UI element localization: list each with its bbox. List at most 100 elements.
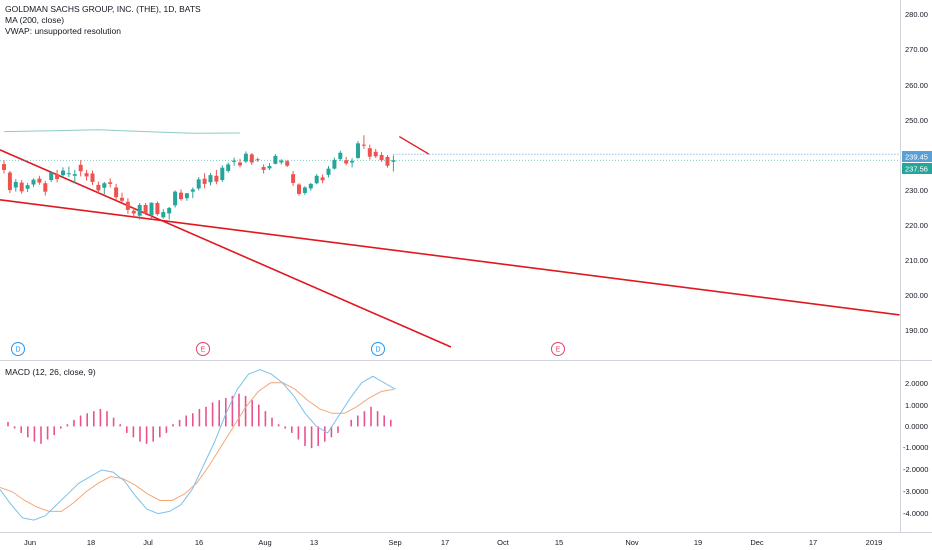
candle-body [279,160,284,163]
candle-body [13,181,18,188]
candle-body [49,172,54,180]
dividend-marker-circle [371,342,385,356]
candle-body [19,182,24,192]
time-axis[interactable]: Jun 18 Jul 16 Aug 13 Sep 17 Oct 15 Nov 1… [24,538,882,547]
macd-layer [0,369,396,521]
price-axis[interactable]: 280.00 270.00 260.00 250.00 230.00 220.0… [905,10,928,335]
candle-up [232,157,237,166]
dividend-marker[interactable]: D [371,342,385,356]
earnings-marker[interactable]: E [551,342,565,356]
candle-down [255,157,260,162]
candle-up [25,182,30,192]
earnings-marker-label: E [556,347,561,354]
candle-body [385,156,390,166]
macd-axis[interactable]: 2.0000 1.0000 0.0000 -1.0000 -2.0000 -3.… [903,379,928,518]
candle-body [338,152,343,159]
ma200-line [3,129,241,134]
candle-body [25,185,30,189]
candle-body [55,174,60,180]
candle-body [114,187,119,198]
candle-body [179,192,183,200]
candle-body [261,167,266,170]
candle-body [302,187,307,193]
trendline [398,135,430,155]
last-price-tag: 239.45 [905,153,928,162]
candle-up [196,177,201,191]
candle-body [367,148,372,157]
time-label: Aug [258,538,271,547]
trendline [0,198,900,316]
vwap-indicator-label[interactable]: VWAP: unsupported resolution [5,26,121,36]
macd-tick: 1.0000 [905,401,928,410]
candle-layer [2,135,396,220]
candle-up [226,162,231,173]
candle-body [161,212,166,218]
time-label: 16 [195,538,203,547]
price-line-layer [0,153,900,161]
dividend-marker[interactable]: D [11,342,25,356]
candle-up [243,151,248,164]
time-label: Sep [388,538,401,547]
candle-up [161,209,166,219]
ma200-layer [3,129,241,134]
candle-up [350,158,355,168]
trendline-layer[interactable] [0,135,900,348]
candle-up [49,170,54,182]
candle-body [361,144,366,146]
candle-body [102,183,107,188]
candle-body [350,160,355,163]
close-price-tag: 237.56 [905,165,928,174]
macd-tick: 2.0000 [905,379,928,388]
candle-body [267,166,272,169]
candle-down [43,180,48,196]
ma-indicator-label[interactable]: MA (200, close) [5,15,65,25]
candle-down [114,183,119,201]
candle-up [137,203,142,220]
macd-signal-line [0,382,394,512]
symbol-title[interactable]: GOLDMAN SACHS GROUP, INC. (THE), 1D, BAT… [5,4,201,14]
candle-body [379,155,384,161]
candle-down [78,160,83,177]
candle-down [297,183,301,196]
candle-body [214,175,219,182]
time-label: Jun [24,538,36,547]
earnings-marker[interactable]: E [196,342,210,356]
candle-body [108,182,113,184]
candle-body [332,159,337,169]
candle-body [255,159,260,161]
event-markers[interactable]: D E D E [11,342,565,356]
candle-body [232,160,237,162]
candle-up [332,157,337,170]
candle-body [167,207,172,214]
candle-down [344,156,349,166]
candle-up [338,150,343,161]
candle-down [96,181,101,193]
candle-down [37,175,42,185]
candle-up [220,165,225,182]
candle-body [90,173,95,182]
macd-indicator-label[interactable]: MACD (12, 26, close, 9) [5,367,96,377]
candle-body [249,154,254,163]
candle-down [155,201,160,216]
earnings-marker-circle [551,342,565,356]
price-tick: 260.00 [905,81,928,90]
candle-body [285,161,290,166]
candle-body [125,201,130,210]
time-label: 18 [87,538,95,547]
price-tick: 270.00 [905,45,928,54]
candle-down [202,173,207,189]
candle-up [149,202,154,219]
candle-up [302,186,307,195]
candle-down [90,170,95,185]
time-label: 15 [555,538,563,547]
candle-body [391,160,396,162]
candle-body [78,164,83,172]
candle-body [326,168,331,175]
close-price-tag-bg [902,163,932,174]
candle-body [202,178,207,184]
candle-up [267,163,272,170]
candle-down [179,189,183,201]
candle-down [84,169,89,181]
candle-down [320,174,325,184]
